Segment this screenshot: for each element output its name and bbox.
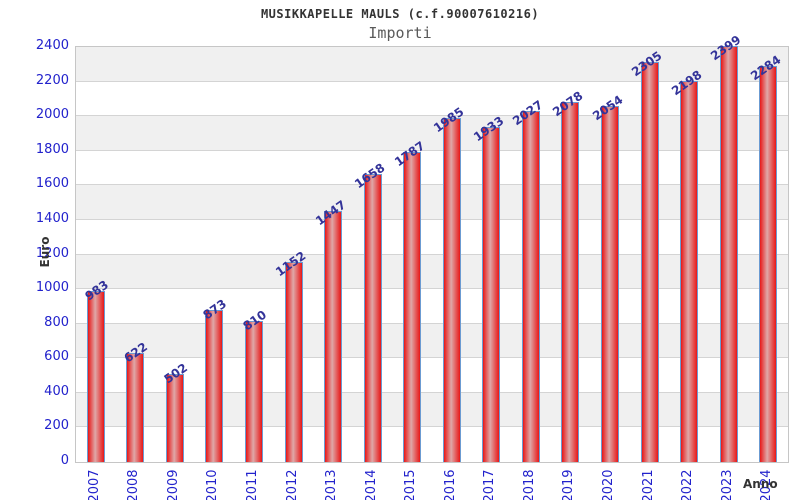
x-tick-label: 2014 [363,469,379,500]
bar-2018: 2027 [510,97,546,462]
y-axis-title: Euro [38,236,52,268]
y-tick-label: 1800 [35,141,69,157]
chart-subtitle: Importi [368,24,432,42]
bar-2014: 1658 [352,161,388,462]
bar-2010: 873 [201,297,229,462]
y-tick-label: 200 [44,418,69,434]
plot-area: 983 622 502 873 810 1152 1447 1658 1787 1985 1933 2… [75,33,789,463]
bar-2017: 1933 [471,113,506,462]
gridline [76,391,788,393]
y-tick-label: 1400 [35,210,69,226]
y-tick-label: 1600 [35,176,69,192]
chart-title: MUSIKKAPELLE MAULS (c.f.90007610216) [260,7,540,21]
y-tick-label: 600 [44,349,69,365]
y-tick-label: 2200 [35,72,69,88]
plot-band [76,323,788,359]
plot-band [76,81,788,117]
bar-2023: 2399 [708,33,744,462]
bar-2013: 1447 [313,197,348,462]
gridline [76,357,788,359]
bar-2016: 1985 [431,104,467,462]
bar-2007: 983 [82,278,111,462]
gridline [76,253,788,255]
x-tick-label: 2007 [86,469,102,500]
gridline [76,184,788,186]
bar-2015: 1787 [392,139,427,462]
bar-2020: 2054 [590,92,625,462]
plot-band [76,358,788,393]
x-tick-label: 2022 [680,469,696,500]
x-tick-label: 2010 [205,469,221,500]
bar-2022: 2198 [669,67,704,462]
plot-band [76,254,788,290]
gridline [76,149,788,151]
bar-2019: 2078 [550,88,585,462]
x-tick-label: 2016 [442,469,458,500]
gridline [76,426,788,428]
x-tick-label: 2023 [719,469,735,500]
x-tick-label: 2021 [640,469,656,500]
x-tick-label: 2012 [284,469,300,500]
x-tick-label: 2018 [521,469,537,500]
bar-2011: 810 [240,307,269,462]
bar-2008: 622 [122,340,150,462]
y-tick-label: 400 [44,383,69,399]
x-tick-label: 2015 [403,469,419,500]
gridline [76,218,788,220]
plot-band [76,289,788,324]
x-tick-label: 2011 [245,469,260,500]
plot-band [76,392,788,428]
x-axis-title: Anno [743,477,778,491]
plot-band [76,47,788,82]
bar-2009: 502 [161,361,190,462]
x-tick-label: 2020 [601,469,616,500]
plot-band [76,219,788,255]
gridline [76,80,788,82]
plot-band [76,185,788,220]
gridline [76,288,788,290]
bar-2012: 1152 [273,248,309,462]
y-tick-label: 1200 [35,245,69,261]
y-tick-label: 2400 [35,38,69,53]
y-tick-label: 2000 [35,107,69,123]
y-tick-label: 1000 [35,280,69,296]
y-tick-label: 0 [60,453,69,468]
y-tick-label: 800 [44,314,69,330]
gridline [76,115,788,117]
x-tick-label: 2009 [165,469,181,500]
x-tick-label: 2013 [324,469,340,500]
plot-band [76,116,788,151]
x-tick-label: 2019 [561,469,577,500]
bar-2024: 2284 [748,53,783,462]
gridline [76,322,788,324]
bar-2021: 2305 [629,49,665,462]
plot-band [76,150,788,186]
x-tick-label: 2008 [126,469,142,500]
plot-band [76,427,788,462]
x-tick-label: 2017 [482,469,498,500]
